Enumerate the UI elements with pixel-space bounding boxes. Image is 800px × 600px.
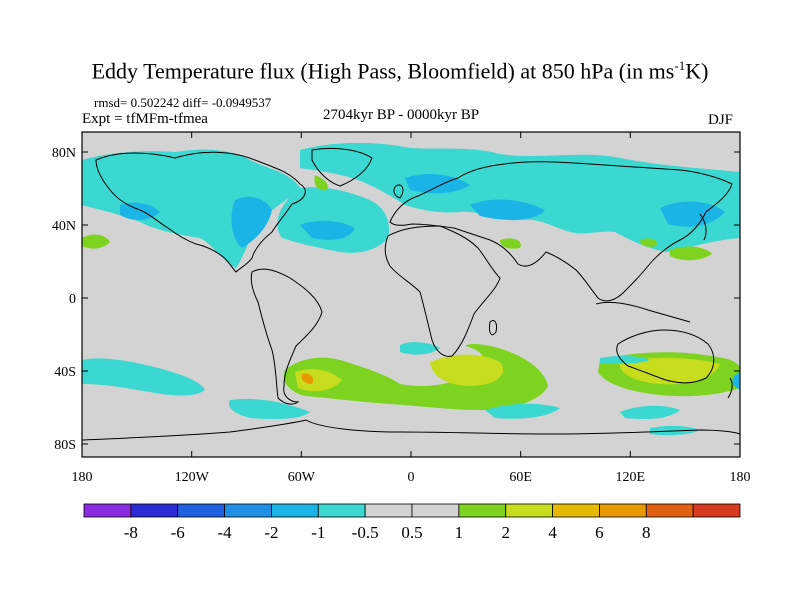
title-tail: K)	[685, 58, 709, 84]
colorbar	[83, 503, 741, 518]
x-tick-120w: 120W	[175, 470, 210, 485]
colorbar-box	[458, 503, 507, 518]
y-axis	[82, 151, 740, 445]
title-main: Eddy Temperature flux (High Pass, Bloomf…	[91, 58, 675, 84]
field-negative-north	[82, 142, 740, 268]
x-tick-120e: 120E	[616, 470, 646, 485]
colorbar-label: -2	[264, 523, 278, 542]
colorbar-box	[317, 503, 366, 518]
y-tick-40s: 40S	[54, 365, 76, 380]
colorbar-box	[177, 503, 225, 518]
colorbar-box	[411, 503, 460, 518]
y-tick-0: 0	[69, 292, 76, 307]
title-superscript: -1	[674, 58, 686, 73]
colorbar-label: 8	[642, 523, 651, 542]
field-south	[82, 342, 740, 436]
y-tick-80s: 80S	[54, 438, 76, 453]
colorbar-box	[364, 503, 413, 518]
colorbar-box	[552, 503, 600, 518]
period-label: 2704kyr BP - 0000kyr BP	[323, 107, 480, 123]
colorbar-label: -6	[171, 523, 185, 542]
stats-label: rmsd= 0.502242 diff= -0.0949537	[94, 95, 272, 110]
colorbar-label: 1	[455, 523, 464, 542]
season-label: DJF	[708, 112, 734, 128]
colorbar-label: -1	[311, 523, 325, 542]
colorbar-label: -8	[124, 523, 138, 542]
colorbar-box	[645, 503, 694, 518]
experiment-label: Expt = tfMFm-tfmea	[82, 111, 208, 127]
colorbar-box	[224, 503, 272, 518]
colorbar-label: 6	[595, 523, 604, 542]
colorbar-label: -0.5	[352, 523, 379, 542]
colorbar-box	[692, 503, 741, 518]
colorbar-box	[83, 503, 132, 518]
x-axis	[81, 132, 741, 457]
x-tick-60e: 60E	[509, 470, 532, 485]
colorbar-label: -4	[217, 523, 232, 542]
colorbar-box	[130, 503, 179, 518]
colorbar-label: 2	[501, 523, 510, 542]
map-title: Eddy Temperature flux (High Pass, Bloomf…	[0, 58, 800, 84]
coastlines	[81, 147, 741, 441]
colorbar-labels: -8 -6 -4 -2 -1 -0.5 0.5 1 2 4 6 8	[124, 523, 651, 542]
y-tick-40n: 40N	[52, 219, 76, 234]
colorbar-box	[599, 503, 647, 518]
x-tick-labels: 180 120W 60W 0 60E 120E 180	[72, 470, 751, 485]
colorbar-label: 0.5	[401, 523, 422, 542]
y-tick-labels: 80N 40N 0 40S 80S	[52, 146, 76, 453]
x-tick-0: 0	[408, 470, 415, 485]
x-tick-180-left: 180	[72, 470, 93, 485]
y-tick-80n: 80N	[52, 146, 76, 161]
x-tick-60w: 60W	[288, 470, 316, 485]
colorbar-box	[271, 503, 319, 518]
x-tick-180-right: 180	[730, 470, 751, 485]
colorbar-box	[505, 503, 553, 518]
colorbar-label: 4	[548, 523, 557, 542]
